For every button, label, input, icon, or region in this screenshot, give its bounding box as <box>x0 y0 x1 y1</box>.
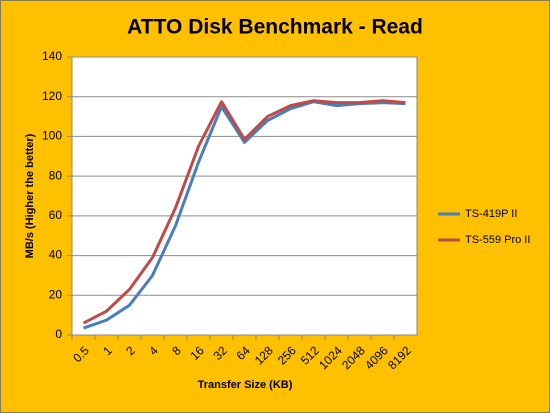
y-tick-label: 0 <box>55 327 62 341</box>
x-axis-label: Transfer Size (KB) <box>198 379 293 391</box>
y-tick-label: 20 <box>49 287 63 301</box>
legend-label: TS-559 Pro II <box>465 234 530 246</box>
y-axis-label: MB/s (Higher the better) <box>24 133 36 258</box>
y-tick-label: 60 <box>49 208 63 222</box>
y-tick-label: 140 <box>42 49 62 63</box>
series-line <box>82 99 406 325</box>
y-tick-label: 80 <box>49 168 63 182</box>
series-line <box>83 100 406 330</box>
y-tick-label: 100 <box>42 129 62 143</box>
chart-title: ATTO Disk Benchmark - Read <box>127 16 423 39</box>
y-tick-label: 40 <box>49 248 63 262</box>
y-tick-label: 120 <box>42 89 62 103</box>
legend-label: TS-419P II <box>465 208 517 220</box>
